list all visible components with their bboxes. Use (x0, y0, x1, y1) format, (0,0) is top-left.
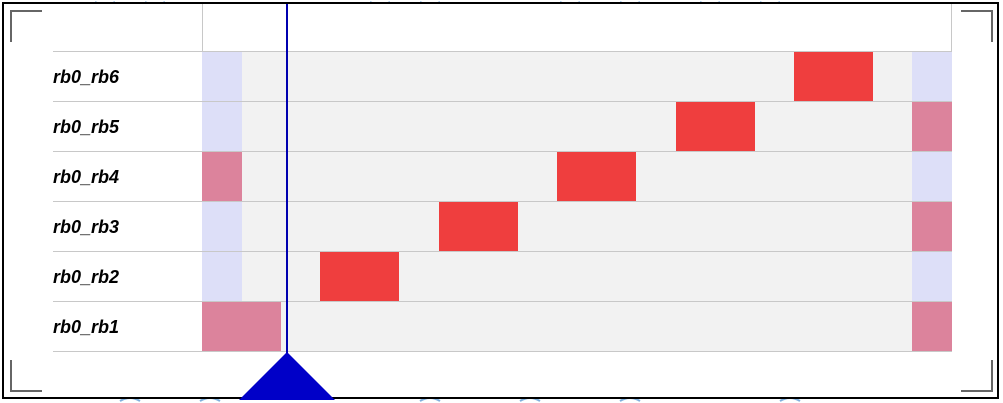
row-label-rb0-rb5: rb0_rb5 (53, 117, 120, 137)
corner-bracket-top-right (961, 10, 993, 42)
timeline-cell-end[interactable] (912, 152, 952, 201)
row-label-rb0-rb6: rb0_rb6 (53, 67, 120, 87)
timeline-cell-end[interactable] (912, 252, 952, 301)
row-separator (53, 101, 952, 102)
timeline-cell-start[interactable] (202, 152, 242, 201)
timeline-cell-end[interactable] (912, 52, 952, 101)
header-divider-left (202, 4, 203, 52)
timeline-cell-start[interactable] (202, 202, 242, 251)
timeline-block-active[interactable] (557, 152, 636, 201)
timeline-cell-start[interactable] (202, 252, 242, 301)
timeline-cell-start[interactable] (202, 302, 281, 351)
triangle-up-icon[interactable] (239, 352, 335, 400)
timeline-block-active[interactable] (320, 252, 399, 301)
row-label-rb0-rb1: rb0_rb1 (53, 317, 120, 337)
row-separator (53, 351, 952, 352)
timeline-block-active[interactable] (676, 102, 755, 151)
row-separator (53, 51, 952, 52)
row-label-rb0-rb2: rb0_rb2 (53, 267, 120, 287)
row-separator (53, 201, 952, 202)
playhead-line[interactable] (286, 4, 288, 354)
header-divider-right (951, 4, 952, 52)
row-separator (53, 151, 952, 152)
row-separator (53, 251, 952, 252)
timeline-cell-end[interactable] (912, 102, 952, 151)
timeline-cell-start[interactable] (202, 52, 242, 101)
timeline-cell-start[interactable] (202, 102, 242, 151)
corner-bracket-bottom-left (10, 360, 42, 392)
row-label-rb0-rb3: rb0_rb3 (53, 217, 120, 237)
timeline-block-active[interactable] (794, 52, 873, 101)
corner-bracket-bottom-right (961, 360, 993, 392)
timeline-grid (202, 52, 952, 352)
row-separator (53, 301, 952, 302)
row-label-rb0-rb4: rb0_rb4 (53, 167, 120, 187)
timeline-cell-end[interactable] (912, 202, 952, 251)
timeline-cell-end[interactable] (912, 302, 952, 351)
timeline-block-active[interactable] (439, 202, 518, 251)
corner-bracket-top-left (10, 10, 42, 42)
